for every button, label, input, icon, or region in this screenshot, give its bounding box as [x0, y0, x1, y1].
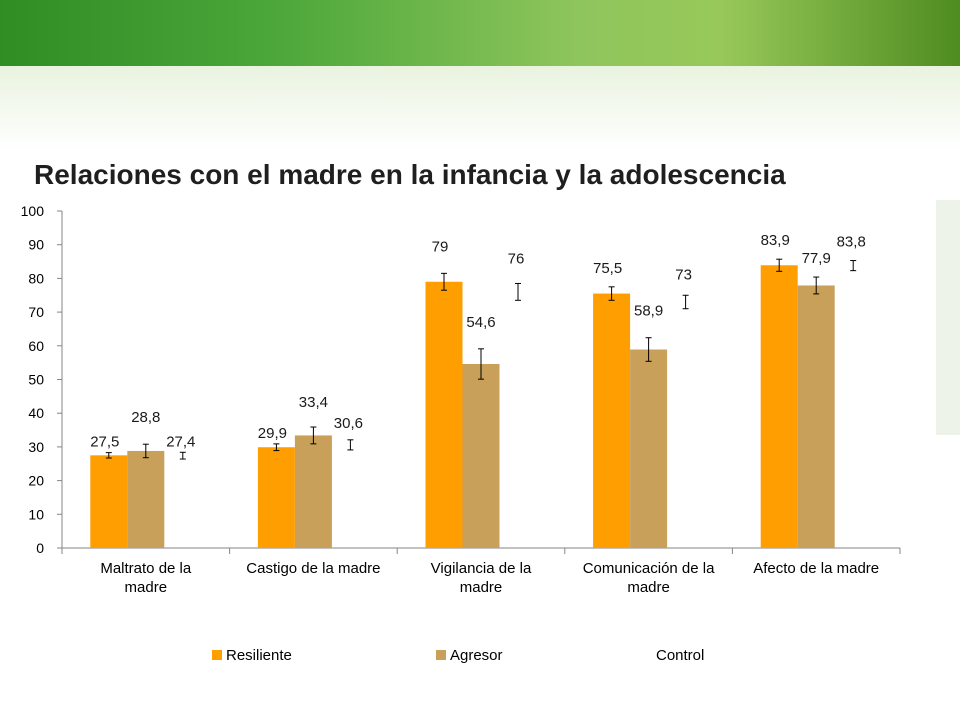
- data-label: 29,9: [258, 425, 287, 442]
- data-labels: 27,5 29,9 79 75,5 83,9 28,8 33,4 54,6 58,9 77,9 27…: [90, 232, 866, 450]
- y-tick-label: 10: [28, 506, 44, 522]
- data-label: 30,6: [334, 415, 363, 432]
- bars: [90, 258, 857, 548]
- bar-resiliente: [425, 281, 463, 548]
- bar-agresor: [127, 450, 165, 548]
- bar-resiliente: [593, 293, 631, 548]
- y-tick-label: 50: [28, 372, 44, 388]
- data-label: 33,4: [299, 394, 328, 411]
- legend-label: Resiliente: [226, 647, 292, 664]
- data-label: 28,8: [131, 409, 160, 426]
- data-label: 75,5: [593, 260, 622, 277]
- data-label: 83,9: [761, 232, 790, 249]
- category-label: Vigilancia de la: [431, 560, 532, 577]
- y-tick-label: 80: [28, 270, 44, 286]
- data-label: 77,9: [802, 250, 831, 267]
- category-label: Afecto de la madre: [753, 560, 879, 577]
- legend-label: Control: [656, 647, 704, 664]
- y-tick-label: 20: [28, 473, 44, 489]
- y-tick-label: 90: [28, 237, 44, 253]
- category-label: madre: [125, 579, 168, 596]
- data-label: 83,8: [837, 234, 866, 251]
- category-label: Comunicación de la: [583, 560, 715, 577]
- legend: Resiliente Agresor Control: [212, 647, 704, 664]
- data-label: 54,6: [466, 314, 495, 331]
- bar-agresor: [797, 285, 835, 548]
- data-label: 27,5: [90, 434, 119, 451]
- bar-resiliente: [257, 447, 295, 548]
- category-label: madre: [627, 579, 670, 596]
- category-label: Castigo de la madre: [246, 560, 380, 577]
- bar-resiliente: [760, 265, 798, 548]
- legend-label: Agresor: [450, 647, 503, 664]
- bar-agresor: [462, 363, 500, 548]
- category-labels: Maltrato de la madre Castigo de la madre Vi…: [100, 560, 879, 596]
- bar-agresor: [294, 435, 332, 548]
- data-label: 27,4: [166, 433, 195, 450]
- category-label: madre: [460, 579, 503, 596]
- axes: 0 10 20 30 40 50 60 70 80 90 100: [21, 203, 901, 556]
- bar-agresor: [630, 349, 668, 548]
- data-label: 58,9: [634, 303, 663, 320]
- legend-swatch-agresor: [436, 650, 446, 660]
- y-tick-label: 60: [28, 338, 44, 354]
- chart-title: Relaciones con el madre en la infancia y…: [0, 150, 938, 200]
- slide-edge-decoration: [936, 200, 960, 435]
- y-tick-label: 100: [21, 203, 45, 219]
- y-tick-label: 40: [28, 405, 44, 421]
- y-tick-label: 70: [28, 304, 44, 320]
- category-label: Maltrato de la: [100, 560, 192, 577]
- bar-resiliente: [90, 455, 128, 548]
- header-fade: [0, 66, 960, 150]
- data-label: 76: [508, 250, 525, 267]
- y-tick-label: 30: [28, 439, 44, 455]
- data-label: 79: [432, 238, 449, 255]
- legend-swatch-resiliente: [212, 650, 222, 660]
- data-label: 73: [675, 266, 692, 283]
- bar-chart: 0 10 20 30 40 50 60 70 80 90 100 27,5 29,9 79 75,5 83,…: [21, 203, 901, 664]
- y-tick-label: 0: [36, 540, 44, 556]
- header-band: [0, 0, 960, 66]
